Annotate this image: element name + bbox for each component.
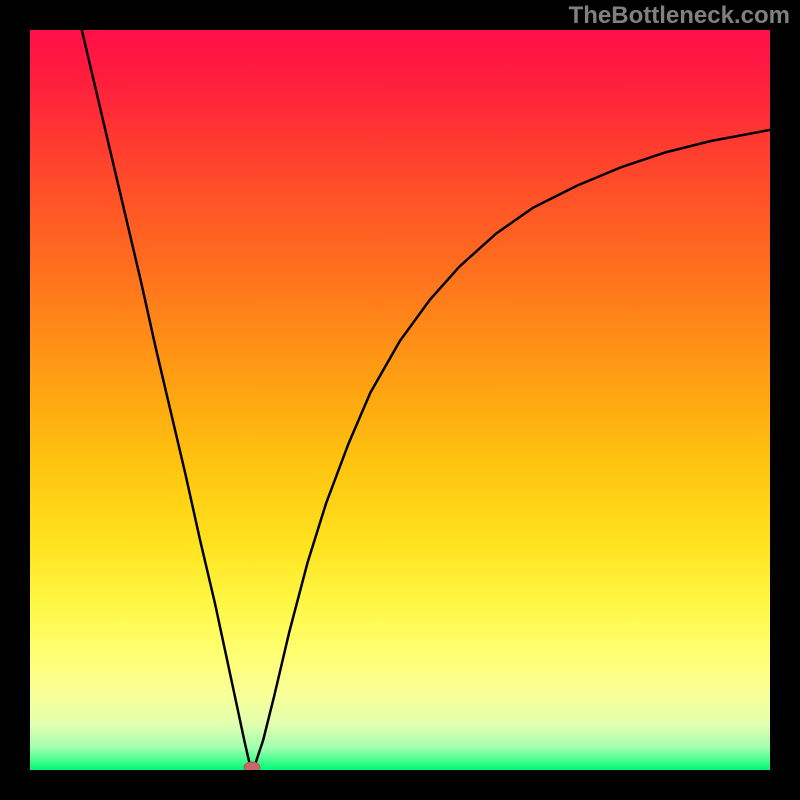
watermark-text: TheBottleneck.com	[569, 2, 790, 30]
chart-svg	[30, 30, 770, 770]
chart-container: TheBottleneck.com	[0, 0, 800, 800]
chart-background	[30, 30, 770, 770]
plot-area	[30, 30, 770, 770]
minimum-marker	[244, 762, 260, 770]
